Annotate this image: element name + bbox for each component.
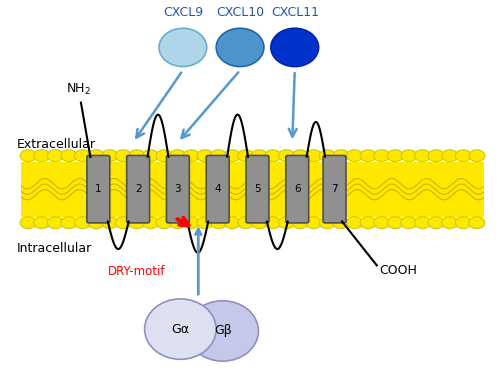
Text: DRY-motif: DRY-motif: [108, 265, 166, 278]
Text: 4: 4: [214, 184, 221, 194]
Circle shape: [156, 217, 172, 229]
Circle shape: [469, 217, 485, 229]
Circle shape: [224, 150, 240, 161]
Circle shape: [428, 217, 444, 229]
Circle shape: [414, 150, 430, 161]
Circle shape: [142, 217, 158, 229]
Circle shape: [102, 217, 117, 229]
FancyBboxPatch shape: [166, 155, 190, 223]
Circle shape: [346, 150, 362, 161]
Circle shape: [61, 217, 77, 229]
Circle shape: [374, 150, 390, 161]
Circle shape: [278, 150, 294, 161]
Circle shape: [265, 150, 281, 161]
Ellipse shape: [271, 28, 318, 66]
FancyBboxPatch shape: [246, 155, 269, 223]
Circle shape: [333, 150, 349, 161]
Circle shape: [197, 150, 213, 161]
Circle shape: [184, 217, 199, 229]
Circle shape: [210, 217, 226, 229]
Circle shape: [48, 150, 63, 161]
Ellipse shape: [144, 299, 216, 359]
Circle shape: [360, 150, 376, 161]
Circle shape: [442, 150, 458, 161]
Text: 2: 2: [135, 184, 141, 194]
Text: 5: 5: [254, 184, 261, 194]
Text: CXCL11: CXCL11: [271, 6, 319, 19]
Text: NH$_2$: NH$_2$: [66, 82, 91, 97]
Text: CXCL10: CXCL10: [216, 6, 264, 19]
Circle shape: [20, 217, 36, 229]
Circle shape: [197, 217, 213, 229]
Circle shape: [414, 217, 430, 229]
Circle shape: [442, 217, 458, 229]
FancyBboxPatch shape: [87, 155, 110, 223]
Text: COOH: COOH: [380, 265, 417, 278]
Circle shape: [142, 150, 158, 161]
Circle shape: [401, 217, 417, 229]
Circle shape: [238, 217, 254, 229]
Text: 7: 7: [331, 184, 338, 194]
Circle shape: [61, 150, 77, 161]
Circle shape: [74, 217, 90, 229]
Circle shape: [469, 150, 485, 161]
Circle shape: [456, 217, 471, 229]
Circle shape: [74, 150, 90, 161]
Circle shape: [102, 150, 117, 161]
Ellipse shape: [187, 301, 258, 361]
Ellipse shape: [216, 28, 264, 66]
Circle shape: [129, 150, 145, 161]
Circle shape: [184, 150, 199, 161]
Circle shape: [320, 150, 335, 161]
Circle shape: [170, 217, 186, 229]
Circle shape: [401, 150, 417, 161]
Circle shape: [360, 217, 376, 229]
Circle shape: [116, 217, 131, 229]
Circle shape: [224, 217, 240, 229]
Circle shape: [252, 217, 267, 229]
FancyBboxPatch shape: [286, 155, 308, 223]
Circle shape: [156, 150, 172, 161]
FancyBboxPatch shape: [206, 155, 229, 223]
Circle shape: [374, 217, 390, 229]
Circle shape: [34, 217, 50, 229]
Circle shape: [306, 150, 322, 161]
Text: Extracellular: Extracellular: [16, 138, 96, 151]
Ellipse shape: [159, 28, 206, 66]
Text: Gβ: Gβ: [214, 325, 232, 338]
Circle shape: [320, 217, 335, 229]
Circle shape: [333, 217, 349, 229]
Circle shape: [20, 150, 36, 161]
Text: 1: 1: [95, 184, 102, 194]
FancyBboxPatch shape: [323, 155, 346, 223]
Circle shape: [170, 150, 186, 161]
Circle shape: [428, 150, 444, 161]
Circle shape: [129, 217, 145, 229]
Circle shape: [388, 217, 403, 229]
Circle shape: [278, 217, 294, 229]
Text: CXCL9: CXCL9: [163, 6, 203, 19]
Circle shape: [346, 217, 362, 229]
Circle shape: [210, 150, 226, 161]
Circle shape: [116, 150, 131, 161]
Circle shape: [88, 217, 104, 229]
Circle shape: [252, 150, 267, 161]
Circle shape: [238, 150, 254, 161]
Circle shape: [88, 150, 104, 161]
Circle shape: [292, 217, 308, 229]
Circle shape: [456, 150, 471, 161]
Text: Intracellular: Intracellular: [16, 242, 92, 255]
Circle shape: [34, 150, 50, 161]
Circle shape: [292, 150, 308, 161]
Text: 3: 3: [174, 184, 181, 194]
Circle shape: [388, 150, 403, 161]
Text: Gα: Gα: [172, 323, 190, 336]
FancyBboxPatch shape: [126, 155, 150, 223]
Text: 6: 6: [294, 184, 300, 194]
Circle shape: [306, 217, 322, 229]
Circle shape: [48, 217, 63, 229]
Circle shape: [265, 217, 281, 229]
Bar: [22, 161, 483, 217]
